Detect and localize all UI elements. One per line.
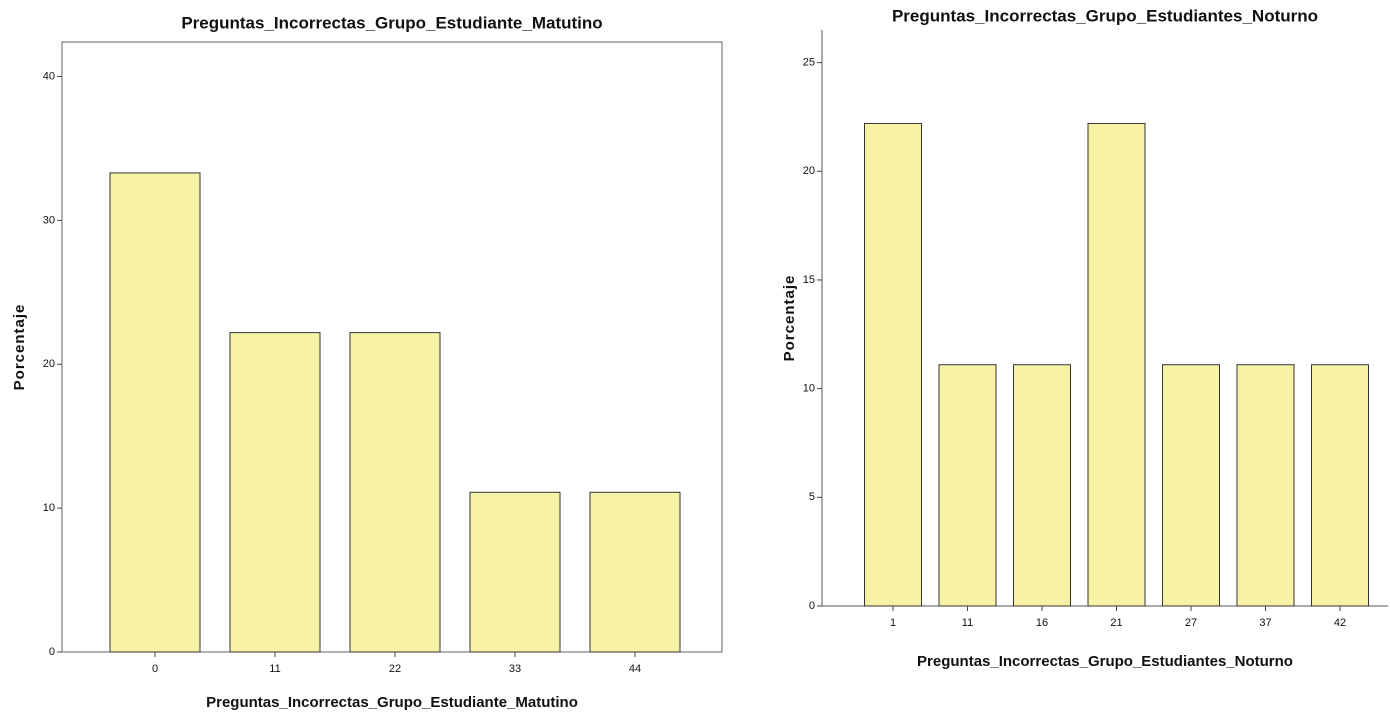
y-tick-label: 0 [809,600,815,612]
bar [1087,122,1146,607]
y-axis-label: Porcentaje [781,275,798,362]
x-tick-label: 44 [629,663,641,675]
y-tick-label: 5 [809,491,815,503]
bar [469,491,561,653]
y-tick-label: 10 [803,383,815,395]
y-tick-label: 15 [803,274,815,286]
y-tick-label: 40 [43,70,55,82]
x-tick-label: 16 [1036,617,1048,629]
bar [938,364,997,607]
x-tick-label: 27 [1185,617,1197,629]
x-axis-label: Preguntas_Incorrectas_Grupo_Estudiante_M… [206,694,578,711]
bar [1013,364,1071,607]
x-tick-label: 22 [389,663,401,675]
x-tick-label: 42 [1334,617,1346,629]
x-tick-label: 1 [890,617,896,629]
x-tick-label: 21 [1110,617,1122,629]
y-tick-label: 20 [43,358,55,370]
x-tick-label: 0 [152,663,158,675]
x-tick-label: 11 [962,617,973,629]
bar [589,491,681,653]
bar [1311,364,1369,607]
chart-title: Preguntas_Incorrectas_Grupo_Estudiante_M… [181,13,602,32]
bar [1162,364,1220,607]
y-tick-label: 10 [43,502,55,514]
x-axis-label: Preguntas_Incorrectas_Grupo_Estudiantes_… [917,653,1293,670]
y-tick-label: 25 [803,57,815,69]
bar [1236,364,1295,607]
bar [109,172,201,653]
y-tick-label: 30 [43,214,55,226]
chart-title: Preguntas_Incorrectas_Grupo_Estudiantes_… [892,6,1318,25]
y-axis-label: Porcentaje [11,304,28,391]
bar [864,122,922,607]
bar [229,332,321,653]
y-tick-label: 0 [49,646,55,658]
x-tick-label: 37 [1259,617,1271,629]
y-tick-label: 20 [803,165,815,177]
x-tick-label: 33 [509,663,521,675]
x-tick-label: 11 [269,663,280,675]
bar [349,332,441,653]
